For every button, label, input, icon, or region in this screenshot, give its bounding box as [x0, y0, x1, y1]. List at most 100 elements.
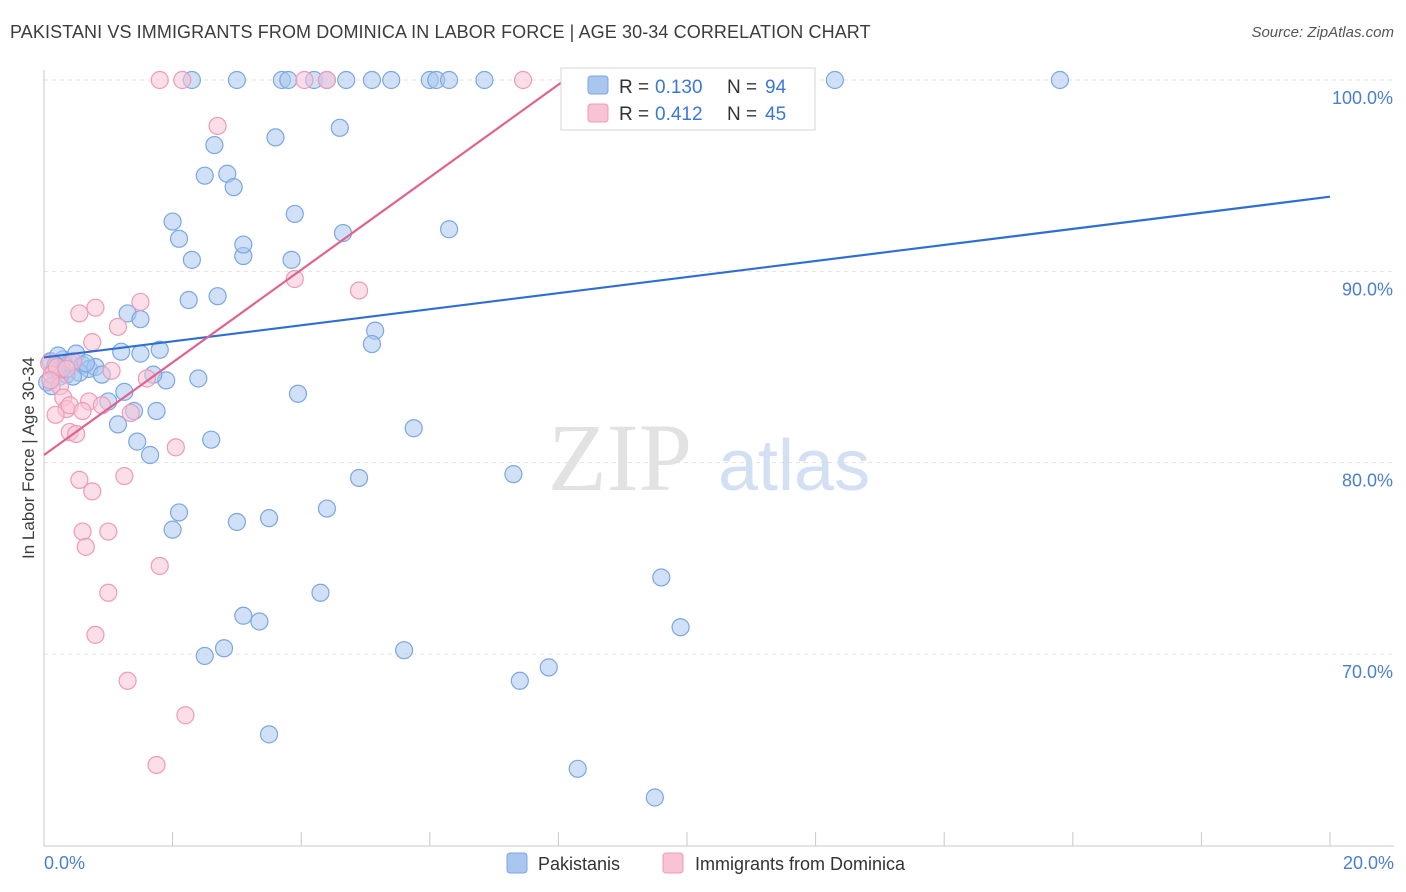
point-pakistanis-62	[279, 70, 298, 90]
point-pakistanis-36	[179, 290, 198, 310]
y-tick-label-3: 70.0%	[1342, 662, 1393, 682]
x-tick-label-max: 20.0%	[1343, 853, 1394, 873]
point-dominica-41	[285, 269, 304, 289]
point-dominica-27	[76, 537, 95, 556]
legend-n-value-1: 45	[765, 104, 786, 125]
point-pakistanis-31	[147, 401, 166, 421]
point-pakistanis-43	[195, 166, 214, 185]
point-pakistanis-60	[227, 70, 246, 90]
point-pakistanis-27	[189, 369, 208, 388]
point-dominica-26	[73, 522, 92, 541]
point-pakistanis-82	[234, 606, 253, 625]
point-dominica-36	[173, 70, 192, 90]
watermark-zip: ZIP	[548, 404, 692, 511]
y-tick-label-0: 100.0%	[1332, 88, 1393, 108]
point-dominica-21	[131, 292, 150, 312]
bottom-legend-label-dominica: Immigrants from Dominica	[695, 854, 906, 874]
point-pakistanis-58	[439, 220, 459, 239]
point-dominica-29	[150, 556, 169, 576]
point-pakistanis-33	[128, 432, 147, 451]
bottom-legend-label-pakistanis: Pakistanis	[538, 854, 620, 874]
point-pakistanis-56	[349, 468, 369, 488]
point-dominica-30	[99, 583, 118, 602]
y-axis-title: In Labor Force | Age 30-34	[19, 357, 38, 559]
point-pakistanis-21	[131, 344, 150, 363]
point-pakistanis-32	[108, 415, 128, 434]
point-pakistanis-71	[475, 70, 494, 90]
point-pakistanis-75	[1050, 70, 1070, 90]
point-pakistanis-55	[404, 419, 423, 438]
point-pakistanis-88	[539, 658, 558, 677]
point-pakistanis-38	[182, 250, 201, 269]
point-pakistanis-83	[250, 612, 269, 631]
point-dominica-44	[73, 401, 92, 421]
point-dominica-20	[108, 317, 128, 336]
point-dominica-18	[83, 333, 102, 352]
point-pakistanis-48	[330, 118, 349, 137]
point-pakistanis-66	[362, 70, 382, 90]
point-dominica-39	[513, 70, 533, 90]
legend-swatch-dominica	[587, 103, 609, 123]
point-dominica-13	[92, 396, 111, 415]
legend-r-value-0: 0.130	[655, 77, 703, 98]
point-pakistanis-20	[112, 342, 131, 361]
point-dominica-37	[295, 70, 314, 90]
point-pakistanis-81	[311, 583, 330, 602]
point-dominica-19	[86, 298, 105, 317]
legend-r-label-0: R =	[619, 77, 649, 98]
point-dominica-38	[317, 70, 337, 90]
point-pakistanis-34	[140, 445, 160, 465]
gridlines	[44, 79, 1394, 655]
point-pakistanis-90	[568, 759, 587, 778]
point-pakistanis-76	[163, 520, 182, 539]
point-pakistanis-74	[825, 70, 844, 90]
point-pakistanis-42	[234, 235, 253, 254]
point-pakistanis-87	[510, 671, 529, 690]
point-pakistanis-39	[169, 229, 189, 248]
bottom-legend-swatch-dominica	[662, 852, 684, 874]
point-dominica-9	[41, 371, 60, 390]
legend-n-value-0: 94	[765, 77, 787, 98]
point-pakistanis-22	[150, 340, 169, 359]
bottom-legend-swatch-pakistanis	[506, 852, 528, 874]
point-pakistanis-65	[337, 70, 356, 90]
point-pakistanis-70	[439, 70, 459, 90]
point-pakistanis-40	[163, 212, 182, 231]
point-dominica-23	[83, 482, 102, 501]
legend-r-label-1: R =	[619, 104, 649, 125]
point-pakistanis-84	[214, 639, 234, 658]
point-pakistanis-91	[652, 568, 671, 587]
point-dominica-42	[349, 281, 369, 300]
point-dominica-33	[176, 706, 195, 725]
y-tick-label-1: 90.0%	[1342, 279, 1393, 299]
point-dominica-22	[70, 470, 89, 489]
bottom-legend: Pakistanis Immigrants from Dominica	[506, 852, 906, 874]
legend-box: R = 0.130 N = 94 R = 0.412 N = 45	[560, 67, 816, 131]
point-pakistanis-80	[317, 499, 337, 518]
legend-n-label-1: N =	[727, 104, 757, 125]
watermark-atlas: atlas	[718, 426, 870, 506]
point-pakistanis-53	[362, 334, 382, 354]
legend-n-label-0: N =	[727, 77, 757, 98]
x-tick-marks	[43, 832, 1331, 846]
point-pakistanis-46	[224, 178, 243, 197]
point-pakistanis-86	[394, 641, 414, 660]
point-pakistanis-67	[382, 70, 401, 90]
point-pakistanis-78	[227, 512, 246, 532]
point-dominica-15	[121, 403, 140, 423]
chart-source: Source: ZipAtlas.com	[1251, 24, 1394, 41]
point-dominica-14	[102, 361, 121, 380]
point-pakistanis-85	[195, 646, 214, 666]
point-pakistanis-54	[288, 384, 308, 403]
point-pakistanis-37	[208, 287, 227, 306]
point-pakistanis-49	[285, 204, 304, 224]
data-points	[38, 70, 1070, 807]
point-pakistanis-47	[266, 128, 285, 147]
point-pakistanis-93	[645, 788, 664, 807]
point-pakistanis-92	[671, 618, 690, 637]
legend-r-value-1: 0.412	[655, 104, 703, 125]
y-tick-labels: 100.0% 90.0% 80.0% 70.0%	[1332, 88, 1393, 682]
point-dominica-28	[99, 522, 118, 541]
point-pakistanis-89	[259, 725, 279, 744]
